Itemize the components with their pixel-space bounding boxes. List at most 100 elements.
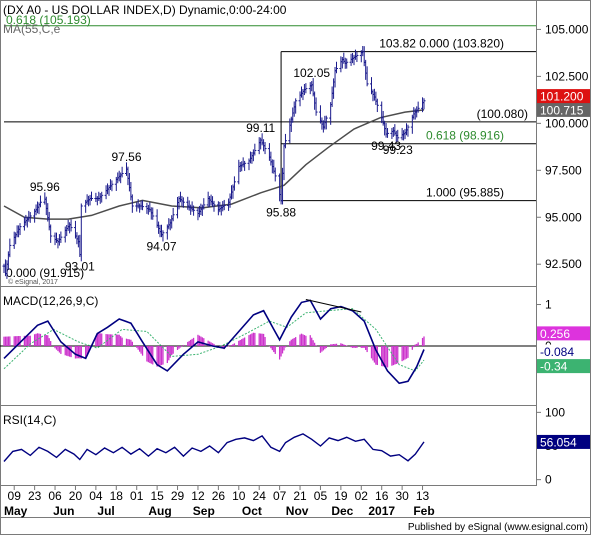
macd-signal-badge: -0.34 <box>540 360 568 374</box>
price-y-tick-label: 100.000 <box>545 116 589 130</box>
x-tick-label: 29 <box>171 489 185 503</box>
x-tick-label: 20 <box>69 489 83 503</box>
rsi-y-tick-label: 100 <box>545 405 565 419</box>
ohlc-bar <box>161 230 165 242</box>
price-labels: 95.96 93.01 97.56 94.07 99.11 95.88 102.05 99.4… <box>30 66 413 274</box>
x-tick-label: 05 <box>314 489 328 503</box>
ohlc-bar <box>212 200 216 212</box>
chart-title: (DX A0 - US DOLLAR INDEX,D) Dynamic,0:00… <box>3 3 287 17</box>
x-tick-label: 26 <box>212 489 226 503</box>
ohlc-bar <box>253 143 257 156</box>
swing-price-label: 99.11 <box>246 121 275 135</box>
rsi-title: RSI(14,C) <box>3 413 56 427</box>
published-text: Published by eSignal (www.esignal.com) <box>408 522 588 533</box>
ohlc-bar <box>273 167 277 182</box>
ohlc-bar <box>141 200 145 211</box>
current-price-badge: 101.200 <box>540 90 584 104</box>
macd-title: MACD(12,26,9,C) <box>3 294 98 308</box>
x-tick-label: 24 <box>253 489 267 503</box>
ohlc-bar <box>263 142 267 155</box>
rsi-y-tick-label: 0 <box>545 473 552 487</box>
ohlc-bar <box>232 176 236 191</box>
x-month-label: Jul <box>97 504 114 518</box>
x-month-label: Jun <box>53 504 74 518</box>
price-y-tick-label: 97.500 <box>545 163 582 177</box>
ohlc-bar <box>396 129 400 142</box>
x-tick-label: 01 <box>130 489 144 503</box>
ohlc-bar <box>345 58 349 69</box>
x-tick-label: 13 <box>416 489 430 503</box>
ohlc-bar <box>386 128 390 138</box>
macd-divergence-line <box>305 299 362 313</box>
swing-price-label: 94.07 <box>146 240 176 254</box>
rsi-value-badge: 56.054 <box>540 435 577 449</box>
ohlc-bar <box>192 205 196 216</box>
fib-level-label: (100.080) <box>477 107 528 121</box>
swing-price-label: 95.96 <box>30 180 60 194</box>
ohlc-bar <box>110 180 114 192</box>
x-tick-label: 18 <box>110 489 124 503</box>
fib-level-label: 103.82 0.000 (103.820) <box>379 37 504 51</box>
ma-value-badge-bg <box>537 102 590 117</box>
ohlc-bar <box>8 238 12 258</box>
macd-signal-badge-bg <box>537 359 590 374</box>
ohlc-bar <box>202 198 206 210</box>
ohlc-bar <box>335 61 338 74</box>
x-month-label: Aug <box>148 504 171 518</box>
copyright-text: © eSignal, 2017 <box>8 278 58 286</box>
ohlc-bar <box>324 115 328 130</box>
ohlc-bar <box>294 98 298 114</box>
ohlc-bar <box>422 98 426 110</box>
macd-line <box>3 299 425 385</box>
y-axis-ticks: 105.000 102.500 100.000 97.500 95.000 92.500 <box>536 22 589 271</box>
ohlc-bar <box>365 66 369 87</box>
price-bars <box>2 45 426 279</box>
ohlc-bar <box>18 223 22 236</box>
current-price-badge-bg <box>537 89 590 104</box>
x-month-label: May <box>4 504 28 518</box>
x-tick-label: 10 <box>232 489 246 503</box>
ohlc-bar <box>243 160 247 171</box>
macd-signal-line <box>3 308 425 372</box>
ohlc-bar <box>314 97 318 116</box>
x-tick-label: 23 <box>28 489 42 503</box>
x-month-label: Feb <box>413 504 434 518</box>
macd-histogram-badge-bg <box>537 326 590 341</box>
ohlc-bar <box>222 199 226 211</box>
fib-level-label: 0.000 (91.915) <box>6 266 84 280</box>
x-tick-label: 19 <box>334 489 348 503</box>
x-tick-label: 12 <box>191 489 205 503</box>
ohlc-bar <box>283 133 287 149</box>
ohlc-bar <box>28 212 32 223</box>
ohlc-bar <box>69 219 73 232</box>
swing-price-label: 97.56 <box>111 150 141 164</box>
x-tick-label: 09 <box>8 489 22 503</box>
ohlc-bar <box>151 207 155 220</box>
x-month-label: Nov <box>286 504 309 518</box>
macd-value-badge: -0.084 <box>540 345 574 359</box>
ohlc-bar <box>79 203 83 262</box>
macd-histogram-badge: 0.256 <box>540 327 570 341</box>
rsi-value-badge-bg <box>537 434 590 449</box>
ohlc-bar <box>375 98 379 113</box>
x-month-label: Dec <box>331 504 353 518</box>
ma-value-badge: 100.715 <box>540 103 584 117</box>
x-tick-label: 15 <box>150 489 164 503</box>
x-tick-label: 30 <box>395 489 409 503</box>
ma-label: MA(55,C,e <box>3 22 61 36</box>
swing-price-label: 93.01 <box>65 260 95 274</box>
fib-lines: 0.618 (105.193) 103.82 0.000 (103.820) (10… <box>4 13 536 280</box>
fib-level-label: 1.000 (95.885) <box>426 186 504 200</box>
x-month-label: Oct <box>242 504 262 518</box>
ohlc-bar <box>181 197 185 208</box>
price-y-tick-label: 105.000 <box>545 22 589 36</box>
ohlc-bar <box>49 224 53 243</box>
x-tick-label: 04 <box>89 489 103 503</box>
swing-price-label: 99.23 <box>383 143 413 157</box>
price-y-tick-label: 92.500 <box>545 257 582 271</box>
ma-layer <box>3 109 425 220</box>
x-month-label: Sep <box>193 504 215 518</box>
